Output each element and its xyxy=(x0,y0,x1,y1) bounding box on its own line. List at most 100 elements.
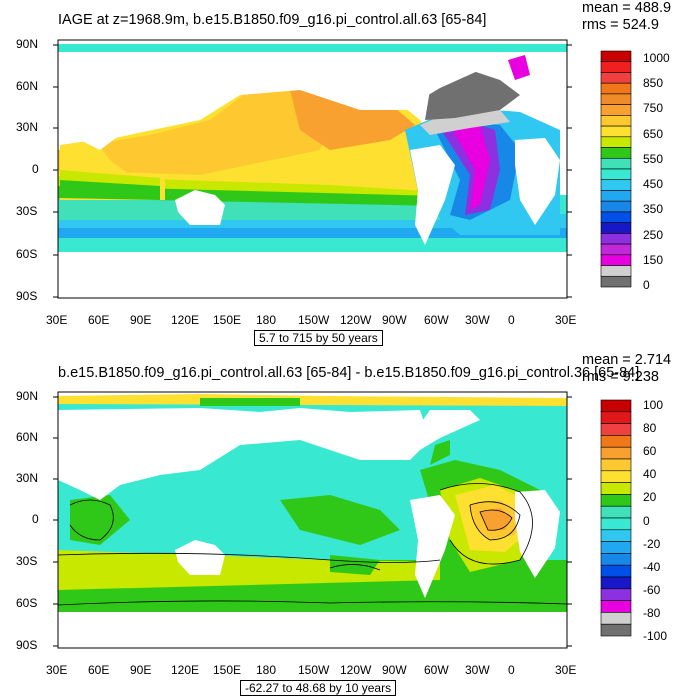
bottom-colorbar-label: -100 xyxy=(643,629,668,643)
top-colorbar-label: 450 xyxy=(643,177,664,192)
top-lat-30n: 30N xyxy=(16,120,39,134)
bottom-arctic-band xyxy=(58,394,567,406)
top-range-label: 5.7 to 715 by 50 years xyxy=(254,330,383,346)
top-lon-label: 90W xyxy=(382,313,407,327)
top-colorbar-swatch xyxy=(600,275,632,288)
top-colorbar-swatch xyxy=(600,168,632,181)
top-lon-label: 120W xyxy=(340,313,372,327)
bottom-lon-label: 60W xyxy=(424,663,449,677)
bottom-lon-label: 30E xyxy=(46,663,68,677)
bottom-colorbar-label: 0 xyxy=(643,513,650,528)
top-map-frame xyxy=(57,39,568,299)
top-colorbar xyxy=(600,50,632,288)
bottom-australia xyxy=(175,540,225,575)
bottom-lat-90s: 90S xyxy=(16,638,38,652)
bottom-colorbar-swatch xyxy=(600,435,632,448)
top-antarctica xyxy=(58,255,567,298)
bottom-lat-0: 0 xyxy=(32,512,39,526)
bottom-colorbar-label: -60 xyxy=(643,582,661,597)
bottom-colorbar-swatch xyxy=(600,576,632,590)
top-colorbar-swatch xyxy=(600,104,632,116)
top-lat-60n: 60N xyxy=(16,79,39,93)
bottom-colorbar-swatch xyxy=(600,600,632,613)
bottom-lon-label: 30E xyxy=(555,663,577,677)
top-lat-0: 0 xyxy=(32,162,39,176)
bottom-asia-landmass xyxy=(58,408,430,500)
bottom-colorbar-swatch xyxy=(600,517,632,531)
bottom-colorbar-swatch xyxy=(600,588,632,601)
bottom-colorbar-swatch xyxy=(600,494,632,507)
top-rms: rms = 524.9 xyxy=(582,17,659,33)
bottom-colorbar-label: 80 xyxy=(643,421,657,436)
top-map xyxy=(58,40,567,298)
bottom-title: b.e15.B1850.f09_g16.pi_control.all.63 [6… xyxy=(58,365,640,381)
bottom-antarctica xyxy=(58,612,567,648)
bottom-lon-label: 120E xyxy=(171,663,200,677)
top-colorbar-label: 550 xyxy=(643,151,664,166)
top-colorbar-label: 350 xyxy=(643,202,664,217)
top-lat-30s: 30S xyxy=(16,204,38,218)
bottom-lon-label: 150E xyxy=(213,663,242,677)
bottom-colorbar-swatch xyxy=(600,553,632,566)
bottom-contours xyxy=(58,483,567,606)
bottom-colorbar-label: -20 xyxy=(643,536,661,551)
bottom-colorbar-swatch xyxy=(600,541,632,554)
top-australia xyxy=(175,190,225,225)
bottom-colorbar-label: 20 xyxy=(643,490,657,505)
top-lon-label: 150E xyxy=(213,313,242,327)
top-colorbar-label: 750 xyxy=(643,101,664,116)
top-colorbar-swatch xyxy=(600,115,632,127)
bottom-lat-60s: 60S xyxy=(16,596,38,610)
top-colorbar-swatch xyxy=(600,147,632,159)
bottom-lon-label: 60E xyxy=(88,663,110,677)
bottom-lon-label: 90E xyxy=(130,663,152,677)
top-colorbar-label: 1000 xyxy=(643,51,670,65)
bottom-colorbar-swatch xyxy=(600,612,632,625)
bottom-colorbar-label: -40 xyxy=(643,559,661,574)
bottom-lon-label: 120W xyxy=(340,663,372,677)
top-colorbar-swatch xyxy=(600,243,632,256)
top-colorbar-swatch xyxy=(600,265,632,277)
bottom-colorbar-label: -80 xyxy=(643,605,661,620)
bottom-lon-label: 150W xyxy=(298,663,330,677)
bottom-colorbar-swatch xyxy=(600,411,632,424)
top-colorbar-swatch xyxy=(600,125,632,138)
top-colorbar-label: 150 xyxy=(643,252,664,267)
top-lon-label: 150W xyxy=(298,313,330,327)
top-colorbar-swatch xyxy=(600,222,632,234)
top-lat-90n: 90N xyxy=(16,37,39,51)
bottom-lat-30s: 30S xyxy=(16,554,38,568)
bottom-lat-90n: 90N xyxy=(16,389,39,403)
bottom-africa xyxy=(515,490,560,578)
top-colorbar-swatch xyxy=(600,211,632,223)
bottom-colorbar-swatch xyxy=(600,482,632,495)
bottom-colorbar-swatch xyxy=(600,423,632,436)
top-lon-label: 30W xyxy=(465,313,490,327)
top-colorbar-swatch xyxy=(600,179,632,191)
bottom-lon-label: 180 xyxy=(256,663,277,677)
top-mean: mean = 488.9 xyxy=(582,0,672,16)
top-asia-landmass xyxy=(58,58,430,150)
bottom-colorbar-swatch xyxy=(600,458,632,472)
top-colorbar-swatch xyxy=(600,200,632,213)
bottom-rms: rms = 9.238 xyxy=(582,369,659,385)
bottom-colorbar-label: 60 xyxy=(643,444,657,459)
top-africa xyxy=(515,138,560,225)
top-lon-label: 30E xyxy=(46,313,68,327)
bottom-colorbar-label: 100 xyxy=(643,398,664,412)
top-lon-label: 120E xyxy=(171,313,200,327)
bottom-colorbar-swatch xyxy=(600,446,632,460)
top-colorbar-swatch xyxy=(600,233,632,245)
bottom-lon-label: 30W xyxy=(465,663,490,677)
bottom-colorbar-swatch xyxy=(600,623,632,637)
top-colorbar-swatch xyxy=(600,72,632,84)
top-lat-60s: 60S xyxy=(16,247,38,261)
top-lon-label: 60E xyxy=(88,313,110,327)
bottom-lon-label: 90W xyxy=(382,663,407,677)
bottom-south-america xyxy=(410,495,455,598)
top-colorbar-swatch xyxy=(600,50,632,63)
bottom-colorbar-swatch xyxy=(600,399,632,413)
top-colorbar-swatch xyxy=(600,82,632,95)
top-lat-90s: 90S xyxy=(16,289,38,303)
